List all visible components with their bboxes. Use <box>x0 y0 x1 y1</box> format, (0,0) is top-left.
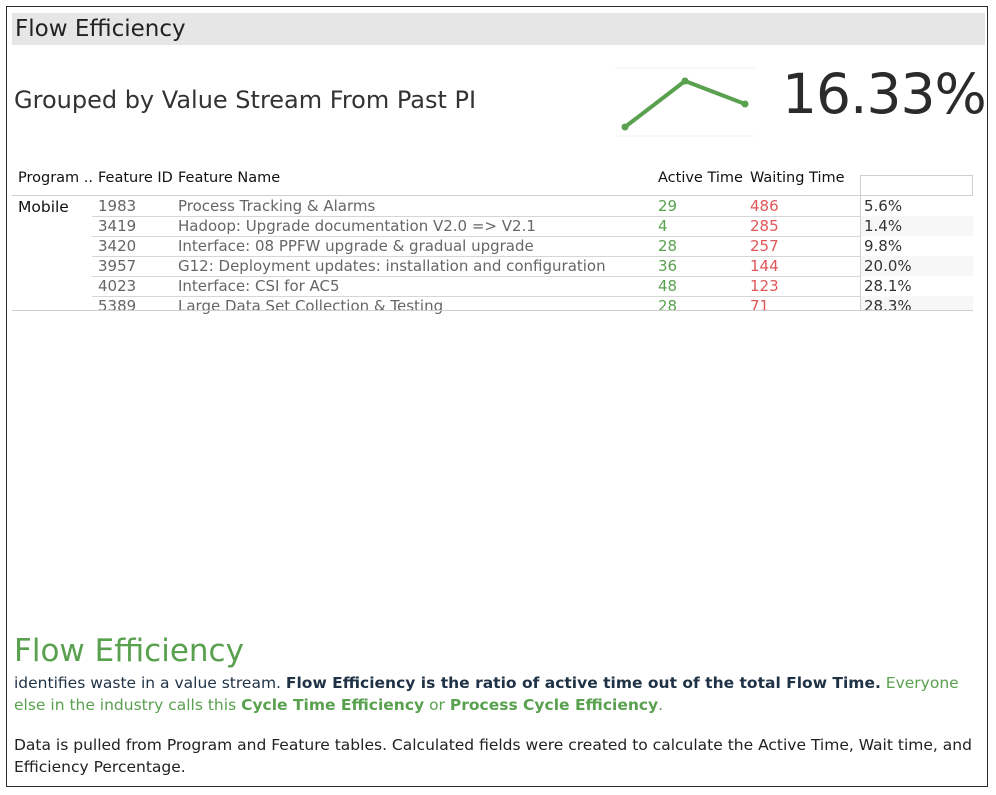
waiting-time-cell: 257 <box>750 237 779 255</box>
table-row[interactable]: 3419 Hadoop: Upgrade documentation V2.0 … <box>12 216 973 236</box>
description-definition: Flow Efficiency is the ratio of active t… <box>285 674 881 692</box>
efficiency-cell: 9.8% <box>864 237 903 255</box>
waiting-time-cell: 123 <box>750 277 779 295</box>
table-row[interactable]: 5389 Large Data Set Collection & Testing… <box>12 296 973 315</box>
dashboard-frame: Flow Efficiency Grouped by Value Stream … <box>6 6 988 787</box>
waiting-time-cell: 144 <box>750 257 779 275</box>
feature-name-cell: Interface: CSI for AC5 <box>178 277 340 295</box>
table-row[interactable]: 1983 Process Tracking & Alarms 29 486 5.… <box>12 196 973 216</box>
feature-id-cell: 3420 <box>98 237 137 255</box>
feature-name-cell: G12: Deployment updates: installation an… <box>178 257 606 275</box>
column-header-feature-id[interactable]: Feature ID <box>98 170 173 186</box>
column-header-waiting-time[interactable]: Waiting Time <box>750 170 845 186</box>
row-divider <box>92 296 973 297</box>
feature-name-cell: Interface: 08 PPFW upgrade & gradual upg… <box>178 237 534 255</box>
active-time-cell: 28 <box>658 297 678 315</box>
header-bar: Flow Efficiency <box>12 13 985 45</box>
feature-name-cell: Large Data Set Collection & Testing <box>178 297 444 315</box>
efficiency-cell-bg <box>861 256 973 276</box>
data-source-note: Data is pulled from Program and Feature … <box>14 736 972 776</box>
efficiency-cell: 28.3% <box>864 297 912 315</box>
table-row[interactable]: 3957 G12: Deployment updates: installati… <box>12 256 973 276</box>
description-text: identifies waste in a value stream. <box>14 674 286 692</box>
active-time-cell: 36 <box>658 257 678 275</box>
feature-table: Program .. Feature ID Feature Name Activ… <box>12 167 973 315</box>
waiting-time-cell: 486 <box>750 197 779 215</box>
feature-id-cell: 1983 <box>98 197 137 215</box>
table-header-divider <box>12 195 973 196</box>
description-term: Process Cycle Efficiency <box>449 696 659 714</box>
row-divider <box>92 276 973 277</box>
column-header-active-time[interactable]: Active Time <box>658 170 743 186</box>
subtitle: Grouped by Value Stream From Past PI <box>14 86 477 114</box>
description-text: Everyone else in the industry calls this <box>14 674 959 714</box>
table-row[interactable]: 3420 Interface: 08 PPFW upgrade & gradua… <box>12 236 973 256</box>
dashboard-title: Flow Efficiency <box>15 16 186 42</box>
efficiency-column-border <box>860 175 861 311</box>
feature-id-cell: 4023 <box>98 277 137 295</box>
efficiency-cell: 20.0% <box>864 257 912 275</box>
efficiency-cell-bg <box>861 216 973 236</box>
feature-id-cell: 5389 <box>98 297 137 315</box>
efficiency-cell: 28.1% <box>864 277 912 295</box>
waiting-time-cell: 71 <box>750 297 770 315</box>
description-paragraph: identifies waste in a value stream. Flow… <box>14 672 974 716</box>
flow-efficiency-kpi: 16.33% <box>782 62 987 126</box>
active-time-cell: 28 <box>658 237 678 255</box>
sparkline-point[interactable] <box>681 77 689 85</box>
sparkline-point[interactable] <box>621 123 629 131</box>
description-term: Cycle Time Efficiency <box>241 696 425 714</box>
feature-id-cell: 3957 <box>98 257 137 275</box>
description-title: Flow Efficiency <box>14 633 244 669</box>
efficiency-column-border <box>860 175 973 176</box>
feature-id-cell: 3419 <box>98 217 137 235</box>
column-header-program[interactable]: Program .. <box>18 170 94 186</box>
active-time-cell: 4 <box>658 217 668 235</box>
efficiency-cell-bg <box>861 196 973 216</box>
sparkline-chart[interactable] <box>615 67 755 137</box>
efficiency-cell-bg <box>861 296 973 310</box>
row-divider <box>92 216 973 217</box>
waiting-time-cell: 285 <box>750 217 779 235</box>
row-divider <box>92 236 973 237</box>
feature-name-cell: Process Tracking & Alarms <box>178 197 376 215</box>
feature-name-cell: Hadoop: Upgrade documentation V2.0 => V2… <box>178 217 536 235</box>
description-text: or <box>424 696 450 714</box>
sparkline-point[interactable] <box>741 100 749 108</box>
row-divider <box>92 256 973 257</box>
table-row[interactable]: 4023 Interface: CSI for AC5 48 123 28.1% <box>12 276 973 296</box>
table-bottom-border <box>12 310 973 311</box>
efficiency-cell-bg <box>861 236 973 256</box>
description-text: . <box>658 696 664 714</box>
active-time-cell: 48 <box>658 277 678 295</box>
efficiency-cell: 5.6% <box>864 197 903 215</box>
efficiency-cell-bg <box>861 276 973 296</box>
efficiency-cell: 1.4% <box>864 217 903 235</box>
program-cell: Mobile <box>18 198 69 216</box>
column-header-feature-name[interactable]: Feature Name <box>178 170 281 186</box>
active-time-cell: 29 <box>658 197 678 215</box>
